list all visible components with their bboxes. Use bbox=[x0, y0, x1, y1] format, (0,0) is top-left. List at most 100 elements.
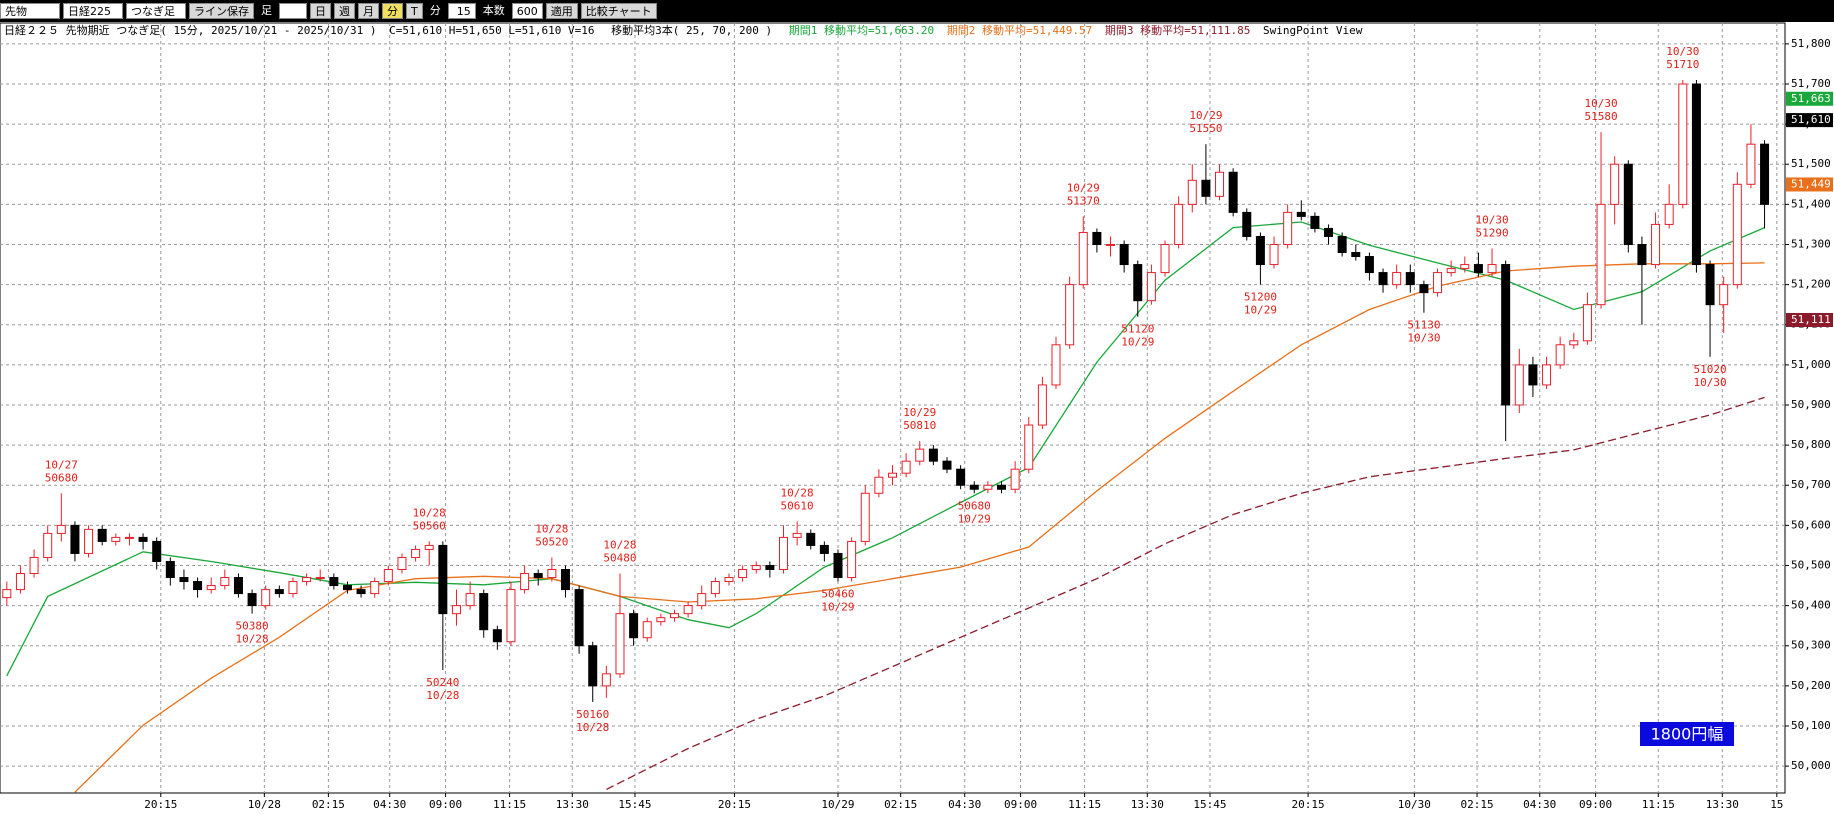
candle-body bbox=[179, 577, 189, 583]
swing-value: 51200 bbox=[1244, 291, 1277, 304]
header-ma-info: 移動平均3本( 25, 70, 200 ) bbox=[611, 23, 772, 37]
candle-body bbox=[574, 589, 584, 647]
period-button[interactable]: 分 bbox=[382, 3, 403, 19]
candle-body bbox=[424, 544, 434, 550]
candle-body bbox=[193, 581, 203, 591]
x-tick-label: 09:00 bbox=[429, 798, 462, 811]
candle-body bbox=[629, 613, 639, 639]
candle-body bbox=[656, 617, 666, 623]
swing-value: 50460 bbox=[821, 588, 854, 601]
candle-body bbox=[1133, 264, 1143, 302]
candle-body bbox=[1582, 304, 1592, 342]
x-tick-label: 20:15 bbox=[1292, 798, 1325, 811]
candle-body bbox=[1296, 211, 1306, 217]
market-select[interactable]: 先物 bbox=[0, 3, 60, 19]
candle-body bbox=[1324, 227, 1334, 237]
period-button[interactable]: 日 bbox=[310, 3, 331, 19]
candle-body bbox=[479, 593, 489, 631]
candle-body bbox=[956, 468, 966, 486]
x-tick-label: 11:15 bbox=[1642, 798, 1675, 811]
x-tick-label: 10/30 bbox=[1398, 798, 1431, 811]
candle-body bbox=[969, 484, 979, 490]
symbol-select[interactable]: 日経225 bbox=[63, 3, 123, 19]
x-tick-label: 15 bbox=[1770, 798, 1783, 811]
candle-body bbox=[97, 528, 107, 542]
candle-body bbox=[1201, 179, 1211, 197]
candle-body bbox=[56, 524, 66, 534]
x-tick-label: 20:15 bbox=[718, 798, 751, 811]
candle-body bbox=[1051, 344, 1061, 386]
candle-body bbox=[1760, 143, 1770, 205]
swing-date: 10/28 bbox=[576, 721, 609, 734]
apply-button[interactable]: 適用 bbox=[545, 3, 578, 19]
candle-body bbox=[1310, 215, 1320, 229]
chart-kind-select[interactable]: つなぎ足 bbox=[126, 3, 186, 19]
y-tick-label: 50,700 bbox=[1791, 478, 1831, 491]
period-button[interactable]: T bbox=[406, 3, 423, 19]
header: 日経２２５ 先物期近 つなぎ足( 15分, 2025/10/21 - 2025/… bbox=[4, 23, 1363, 37]
candle-body bbox=[1569, 340, 1579, 346]
candle-body bbox=[765, 564, 775, 571]
swing-date: 10/30 bbox=[1475, 214, 1508, 227]
candle-body bbox=[1065, 284, 1075, 346]
labels: 10/275068010/285038010/285056010/2850240… bbox=[45, 45, 1833, 746]
header-view: SwingPoint View bbox=[1263, 24, 1363, 37]
swing-date: 10/28 bbox=[535, 522, 568, 535]
bar-input[interactable] bbox=[279, 3, 307, 19]
candle-body bbox=[1024, 424, 1034, 470]
y-tick-label: 50,100 bbox=[1791, 719, 1831, 732]
y-tick-label: 50,800 bbox=[1791, 438, 1831, 451]
swing-date: 10/28 bbox=[426, 689, 459, 702]
candle-body bbox=[1664, 203, 1674, 225]
swing-date: 10/30 bbox=[1407, 332, 1440, 345]
x-tick-label: 15:45 bbox=[1193, 798, 1226, 811]
save-line-button[interactable]: ライン保存 bbox=[189, 3, 254, 19]
compare-button[interactable]: 比較チャート bbox=[580, 3, 657, 19]
candle-body bbox=[847, 540, 857, 579]
header-ma-value: 期間2 移動平均=51,449.57 bbox=[947, 23, 1092, 37]
candle-body bbox=[383, 569, 393, 583]
candle-body bbox=[888, 472, 897, 478]
candle-body bbox=[451, 605, 461, 615]
y-tick-label: 51,400 bbox=[1791, 197, 1831, 210]
header-ohlcv: C=51,610 H=51,650 L=51,610 V=16 bbox=[389, 24, 594, 37]
candle-body bbox=[370, 581, 380, 595]
swing-value: 51290 bbox=[1475, 227, 1508, 240]
candle-body bbox=[588, 645, 598, 687]
count-input[interactable]: 600 bbox=[511, 3, 543, 19]
x-tick-label: 13:30 bbox=[1706, 798, 1739, 811]
candle-body bbox=[1596, 203, 1606, 306]
y-tick-label: 50,400 bbox=[1791, 599, 1831, 612]
candle-body bbox=[792, 532, 802, 538]
x-tick-label: 11:15 bbox=[493, 798, 526, 811]
period-button[interactable]: 月 bbox=[358, 3, 379, 19]
swing-value: 51580 bbox=[1584, 110, 1617, 123]
swing-date: 10/29 bbox=[1189, 109, 1222, 122]
candle-body bbox=[710, 581, 720, 595]
bar-label: 足 bbox=[257, 3, 276, 19]
header-ma-value: 期間3 移動平均=51,111.85 bbox=[1105, 23, 1250, 37]
candle-body bbox=[152, 540, 162, 562]
candle-body bbox=[697, 593, 707, 607]
price-tag bbox=[1786, 177, 1833, 192]
candle-body bbox=[1364, 256, 1374, 274]
x-tick-label: 13:30 bbox=[1131, 798, 1164, 811]
candle-body bbox=[111, 536, 121, 542]
candle-body bbox=[1174, 203, 1184, 245]
candle-body bbox=[1705, 264, 1715, 306]
candle-body bbox=[1337, 235, 1347, 254]
candle-body bbox=[1433, 272, 1443, 294]
candle-body bbox=[601, 673, 611, 687]
candle-body bbox=[1228, 171, 1238, 213]
candle-body bbox=[1092, 231, 1102, 245]
candle-body bbox=[1187, 179, 1197, 205]
swing-date: 10/30 bbox=[1666, 45, 1699, 58]
candle-body bbox=[874, 476, 884, 494]
swing-value: 50810 bbox=[903, 419, 936, 432]
minute-input[interactable]: 15 bbox=[447, 3, 476, 19]
candle-body bbox=[778, 536, 788, 571]
candle-body bbox=[533, 573, 543, 579]
candle-body bbox=[1160, 243, 1170, 274]
period-button[interactable]: 週 bbox=[334, 3, 355, 19]
